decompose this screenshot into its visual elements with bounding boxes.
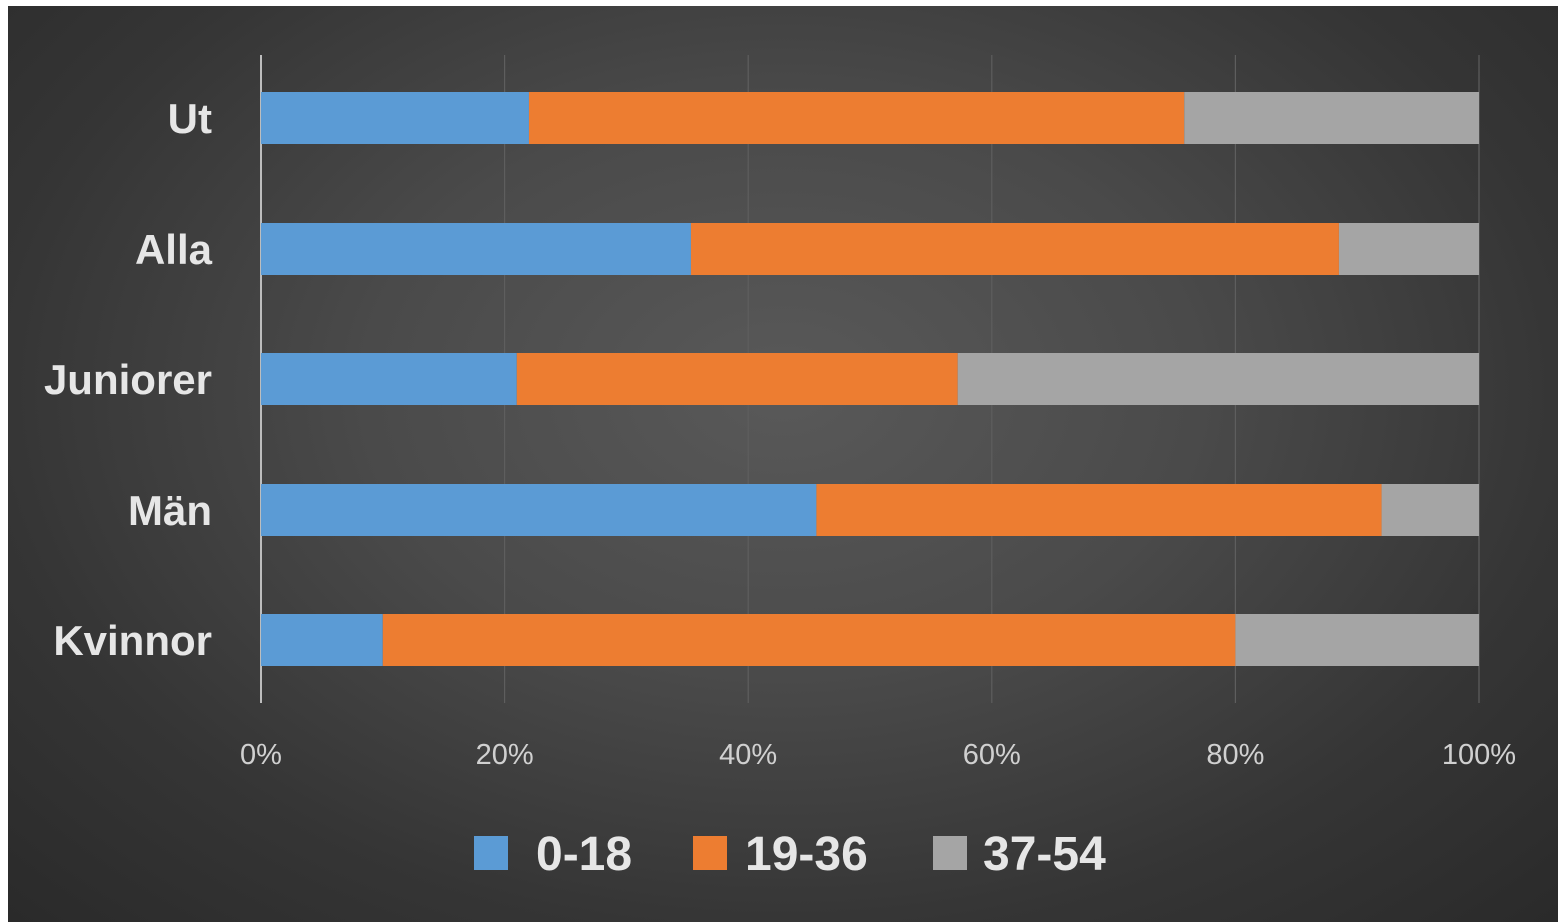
bar-segment-37-54 [1235, 614, 1479, 666]
category-label: Män [128, 487, 212, 534]
x-tick-label: 20% [476, 739, 534, 771]
bar-segment-0-18 [261, 484, 817, 536]
category-label: Ut [168, 95, 212, 142]
legend-label: 19-36 [745, 828, 868, 881]
bar-segment-19-36 [528, 92, 1185, 144]
bar-segment-37-54 [1381, 484, 1479, 536]
bar-segment-37-54 [1184, 92, 1479, 144]
bar-segment-0-18 [261, 353, 517, 405]
bar-segment-0-18 [261, 614, 383, 666]
legend-label: 37-54 [983, 828, 1106, 881]
bar-segment-19-36 [516, 353, 958, 405]
category-label: Juniorer [44, 356, 212, 403]
bar-segment-37-54 [957, 353, 1479, 405]
x-tick-label: 0% [240, 739, 282, 771]
category-label: Alla [135, 226, 213, 273]
x-tick-label: 40% [719, 739, 777, 771]
bar-segment-19-36 [816, 484, 1382, 536]
legend-swatch-19-36 [693, 836, 727, 870]
bar-segment-19-36 [690, 223, 1339, 275]
bar-segment-0-18 [261, 92, 529, 144]
legend-swatch-0-18 [474, 836, 508, 870]
x-tick-label: 80% [1206, 739, 1264, 771]
bar-segment-19-36 [382, 614, 1236, 666]
category-label: Kvinnor [53, 617, 212, 664]
bar-segment-0-18 [261, 223, 691, 275]
x-tick-label: 60% [963, 739, 1021, 771]
legend-label: 0-18 [536, 828, 632, 881]
chart-area [8, 6, 1558, 922]
legend-swatch-37-54 [933, 836, 967, 870]
x-tick-label: 100% [1442, 739, 1516, 771]
bar-segment-37-54 [1338, 223, 1479, 275]
